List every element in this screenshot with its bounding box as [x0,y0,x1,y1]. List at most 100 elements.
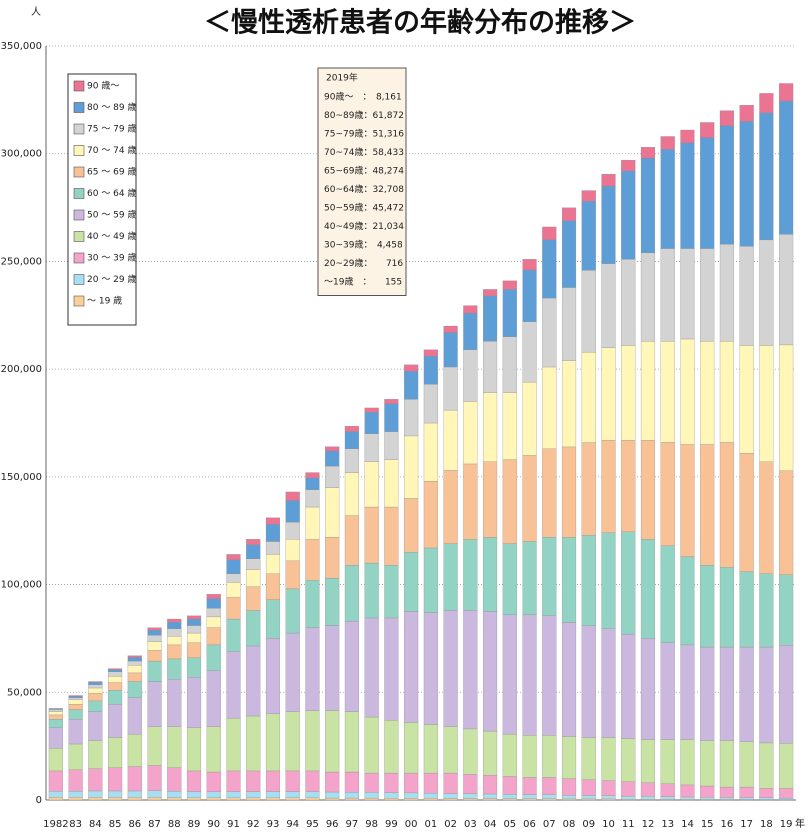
bar-segment [147,790,162,798]
x-tick-label: 92 [247,819,260,830]
bar-segment [344,565,359,622]
bar-segment [206,726,221,773]
bar-segment [404,552,419,612]
bar-segment [700,122,715,138]
bar-segment [779,788,794,799]
bar-segment [167,618,182,623]
bar-segment [68,695,83,697]
bar-segment [561,287,577,361]
bar-segment [206,644,221,671]
bar-segment [344,792,359,799]
bar-segment [186,642,202,658]
bar-segment [502,280,517,290]
bar-segment [483,289,498,297]
bar-segment [364,772,379,793]
bar-segment [463,610,478,730]
bar-segment [344,711,359,773]
bar-segment [680,784,695,798]
legend-swatch [73,166,85,178]
bar-segment [522,614,537,736]
bar-segment [186,632,202,643]
bar-segment [739,453,754,572]
bar-segment [660,739,675,784]
bar-segment [542,297,557,368]
bar-segment [759,93,774,113]
bar-segment [384,459,399,508]
bar-segment [423,612,438,725]
bar-segment [680,444,695,557]
bar-segment [305,477,320,490]
bar-segment [186,791,202,798]
bar-segment [246,586,261,611]
bar-segment [463,793,478,799]
bar-segment [344,797,359,801]
x-tick-label: 08 [563,819,576,830]
bar-segment [443,772,458,794]
bar-segment [48,709,63,712]
x-tick-label: 89 [188,819,201,830]
bar-segment [384,798,399,801]
bar-segment [108,682,123,691]
annotation-box [317,67,407,296]
legend-label: 65 ～ 69 歳 [87,166,137,178]
x-tick-label: 02 [444,819,457,830]
bar-segment [739,646,754,742]
bar-segment [246,770,261,792]
bar-segment [542,448,557,538]
bar-segment [522,777,537,795]
bar-segment [404,772,419,794]
bar-segment [147,630,162,636]
bar-segment [384,399,399,404]
bar-segment [127,734,142,767]
bar-segment [542,366,557,450]
bar-segment [561,798,577,801]
bar-segment [700,444,715,566]
bar-segment [305,539,320,581]
bar-segment [147,660,162,682]
bar-segment [167,622,182,629]
bar-segment [522,269,537,322]
bar-segment [463,312,478,350]
y-tick-label: 0 [36,795,42,806]
bar-segment [226,770,241,792]
bar-segment [581,737,596,780]
bar-segment [127,660,142,666]
bar-segment [226,618,241,652]
bar-segment [167,644,182,660]
bar-segment [759,461,774,574]
bar-segment [463,539,478,611]
bar-segment [719,786,734,798]
annotation-row: 40~49歳：21,034 [324,220,404,232]
bar-segment [640,739,656,783]
bar-segment [601,798,616,801]
bar-segment [265,573,281,600]
bar-segment [502,336,517,393]
x-tick-label: 10 [602,819,615,830]
x-tick-label: 90 [207,819,220,830]
bar-segment [759,345,774,462]
x-tick-label: 16 [721,819,734,830]
bar-segment [186,677,202,728]
annotation-row: 20~29歳： 716 [324,257,403,269]
bar-segment [344,515,359,566]
y-tick-label: 150,000 [1,472,42,483]
bar-segment [404,498,419,553]
bar-segment [502,289,517,337]
bar-segment [719,340,734,443]
legend-swatch [73,80,85,92]
bar-segment [305,770,320,792]
annotation-row: 60~64歳：32,708 [324,183,404,195]
bar-segment [325,537,340,579]
legend-label: 20 ～ 29 歳 [87,273,137,285]
bar-segment [522,455,537,542]
bar-segment [167,628,182,637]
x-tick-label: 99 [385,819,398,830]
bar-segment [779,344,794,471]
bar-segment [660,642,675,740]
y-tick-label: 250,000 [1,256,42,267]
bar-segment [226,559,241,574]
bar-segment [206,616,221,628]
bar-segment [186,727,202,772]
x-tick-label: 11 [622,819,635,830]
bar-segment [621,259,636,346]
